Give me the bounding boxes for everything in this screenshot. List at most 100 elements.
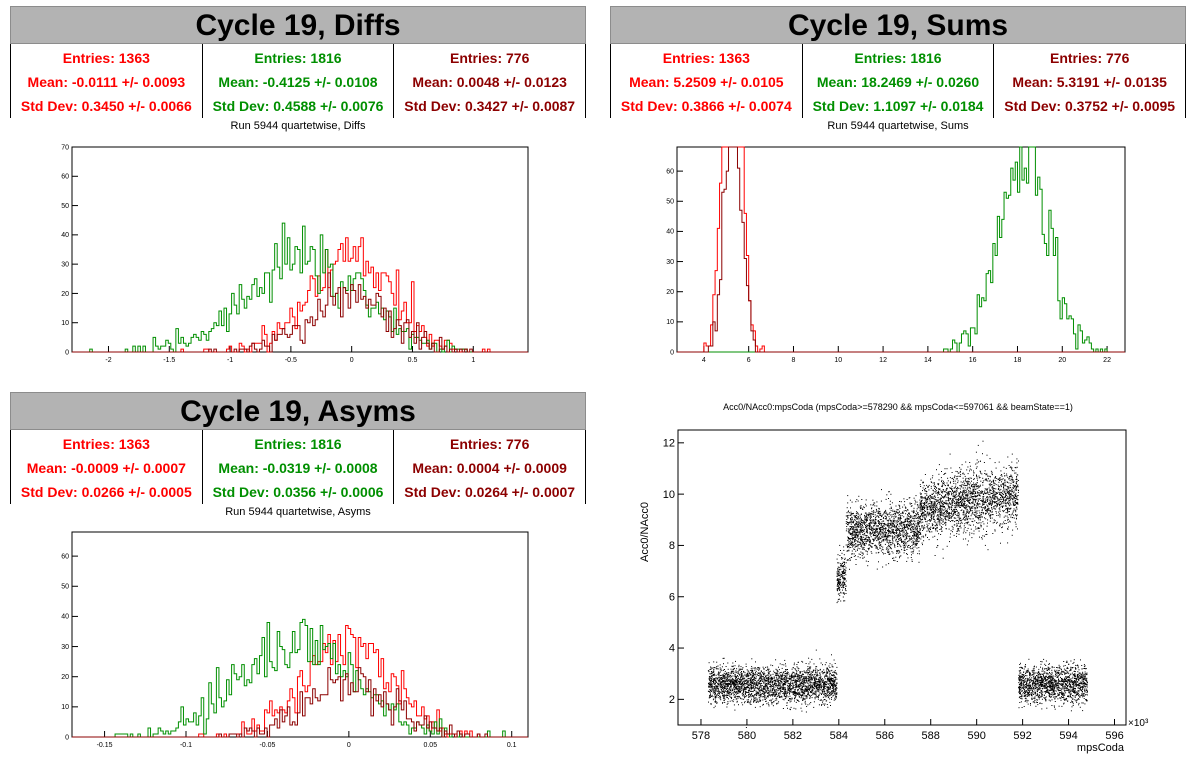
scatter-point (904, 519, 906, 521)
scatter-point (812, 693, 814, 694)
scatter-point (837, 584, 839, 586)
scatter-point (856, 545, 858, 547)
scatter-point (908, 525, 909, 526)
scatter-point (784, 693, 786, 695)
scatter-point (717, 682, 718, 684)
scatter-point (765, 676, 767, 678)
scatter-point (804, 687, 806, 689)
scatter-point (851, 522, 853, 524)
scatter-point (906, 518, 908, 520)
scatter-point (745, 680, 747, 681)
scatter-point (897, 529, 899, 531)
scatter-point (796, 676, 798, 678)
scatter-point (872, 530, 874, 532)
scatter-point (856, 521, 858, 523)
scatter-point (783, 699, 785, 701)
scatter-point (730, 677, 732, 679)
scatter-point (820, 676, 822, 678)
scatter-point (776, 671, 778, 673)
scatter-point (897, 517, 899, 519)
scatter-point (801, 676, 803, 678)
scatter-point (897, 512, 899, 514)
scatter-point (739, 683, 741, 685)
scatter-point (799, 678, 801, 680)
scatter-point (796, 680, 798, 682)
scatter-point (801, 687, 803, 689)
scatter-point (731, 670, 732, 672)
scatter-point (813, 692, 815, 694)
scatter-point (714, 693, 716, 695)
scatter-point (816, 683, 818, 685)
scatter-point (903, 546, 905, 548)
scatter-point (904, 545, 905, 547)
scatter-point (902, 522, 904, 524)
scatter-point (876, 501, 878, 503)
scatter-point (882, 535, 884, 537)
scatter-point (836, 573, 838, 575)
scatter-point (890, 531, 892, 533)
scatter-point (728, 676, 730, 678)
scatter-point (847, 539, 849, 541)
scatter-point (851, 534, 853, 536)
scatter-point (759, 676, 761, 678)
scatter-point (894, 545, 896, 547)
scatter-point (912, 535, 914, 537)
scatter-point (750, 668, 752, 670)
scatter-point (913, 530, 915, 532)
scatter-point (850, 542, 852, 544)
scatter-point (766, 703, 768, 705)
scatter-point (763, 682, 765, 684)
scatter-point (773, 672, 775, 674)
scatter-point (790, 689, 791, 690)
scatter-point (839, 572, 841, 574)
scatter-point (838, 593, 840, 595)
series-3-line (72, 667, 528, 738)
scatter-point (913, 541, 915, 543)
scatter-point (861, 520, 863, 521)
scatter-point (792, 693, 794, 695)
scatter-point (813, 693, 815, 695)
scatter-point (730, 692, 732, 694)
scatter-point (870, 517, 872, 518)
scatter-point (838, 581, 840, 583)
scatter-point (815, 687, 817, 689)
scatter-point (838, 571, 840, 572)
scatter-point (720, 678, 722, 680)
scatter-point (722, 695, 724, 697)
scatter-point (723, 694, 725, 696)
scatter-point (843, 549, 845, 551)
scatter-point (855, 532, 857, 534)
scatter-point (875, 529, 877, 531)
scatter-point (860, 539, 861, 541)
scatter-point (808, 679, 810, 681)
scatter-point (783, 679, 785, 680)
scatter-point (859, 524, 861, 526)
scatter-point (826, 669, 827, 671)
scatter-point (795, 675, 797, 677)
scatter-point (867, 565, 869, 567)
scatter-point (907, 528, 909, 530)
scatter-point (809, 687, 811, 689)
scatter-point (725, 680, 727, 682)
scatter-point (852, 512, 854, 514)
scatter-point (903, 521, 905, 523)
scatter-point (801, 682, 803, 684)
scatter-point (881, 525, 883, 527)
scatter-point (883, 523, 885, 525)
scatter-point (813, 663, 815, 665)
scatter-point (797, 681, 799, 682)
scatter-point (843, 581, 845, 583)
scatter-point (906, 510, 908, 512)
scatter-point (833, 676, 835, 678)
scatter-point (976, 475, 977, 477)
scatter-point (943, 496, 945, 497)
scatter-point (716, 668, 718, 669)
scatter-point (731, 688, 733, 690)
scatter-point (884, 528, 886, 530)
scatter-point (893, 557, 895, 559)
scatter-point (737, 690, 739, 692)
scatter-point (743, 695, 745, 697)
scatter-point (780, 691, 782, 693)
scatter-point (863, 522, 865, 524)
scatter-point (910, 546, 911, 547)
